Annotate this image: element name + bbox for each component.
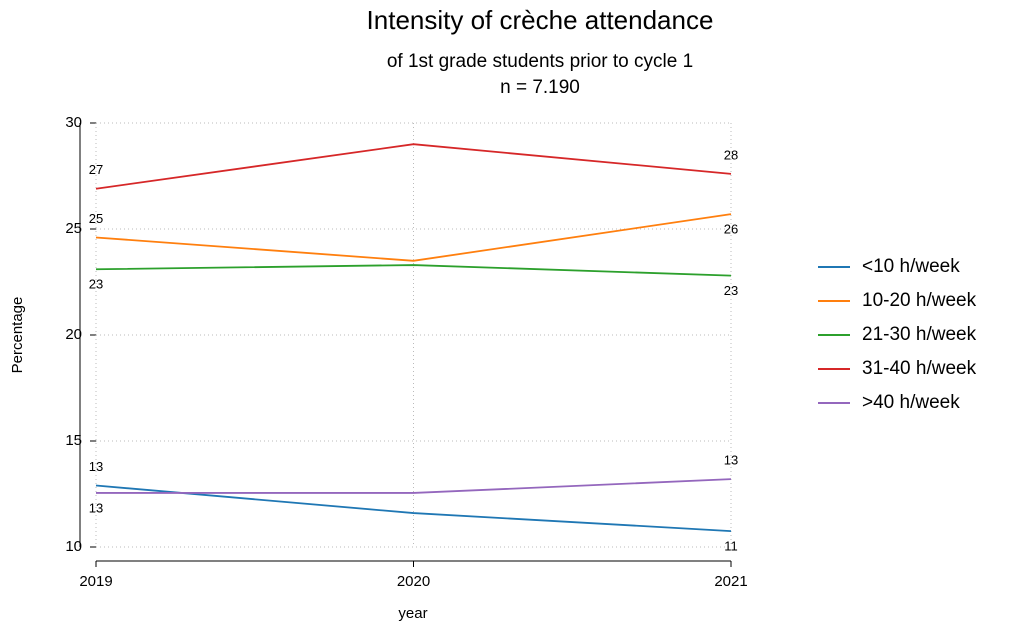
line bbox=[95, 143, 732, 190]
y-tick-label: 30 bbox=[65, 114, 82, 131]
data-label: 13 bbox=[89, 500, 103, 515]
line bbox=[95, 264, 732, 277]
y-axis-label: Percentage bbox=[9, 297, 26, 374]
data-label: 27 bbox=[89, 162, 103, 177]
data-label: 11 bbox=[724, 539, 738, 554]
chart-subtitle: of 1st grade students prior to cycle 1 bbox=[387, 51, 693, 72]
y-tick-label: 10 bbox=[65, 538, 82, 555]
data-label: 28 bbox=[724, 147, 738, 162]
chart-subtitle: n = 7.190 bbox=[500, 77, 580, 98]
x-tick-label: 2021 bbox=[714, 573, 747, 590]
y-tick-label: 25 bbox=[65, 220, 82, 237]
line bbox=[95, 213, 732, 262]
line bbox=[96, 478, 732, 494]
x-tick-label: 2019 bbox=[79, 573, 112, 590]
x-axis-label: year bbox=[398, 605, 427, 622]
y-tick-label: 20 bbox=[65, 326, 82, 343]
data-label: 13 bbox=[89, 459, 103, 474]
line bbox=[95, 484, 732, 532]
legend-label: >40 h/week bbox=[862, 392, 960, 413]
y-tick-label: 15 bbox=[65, 432, 82, 449]
chart-title: Intensity of crèche attendance bbox=[367, 5, 714, 35]
data-label: 25 bbox=[89, 211, 103, 226]
data-label: 23 bbox=[724, 283, 738, 298]
legend-label: 10-20 h/week bbox=[862, 290, 977, 311]
legend-label: 31-40 h/week bbox=[862, 358, 977, 379]
data-label: 26 bbox=[724, 222, 738, 237]
data-label: 23 bbox=[89, 277, 103, 292]
legend-label: <10 h/week bbox=[862, 256, 960, 277]
x-tick-label: 2020 bbox=[397, 573, 430, 590]
legend-label: 21-30 h/week bbox=[862, 324, 977, 345]
data-label: 13 bbox=[724, 453, 738, 468]
